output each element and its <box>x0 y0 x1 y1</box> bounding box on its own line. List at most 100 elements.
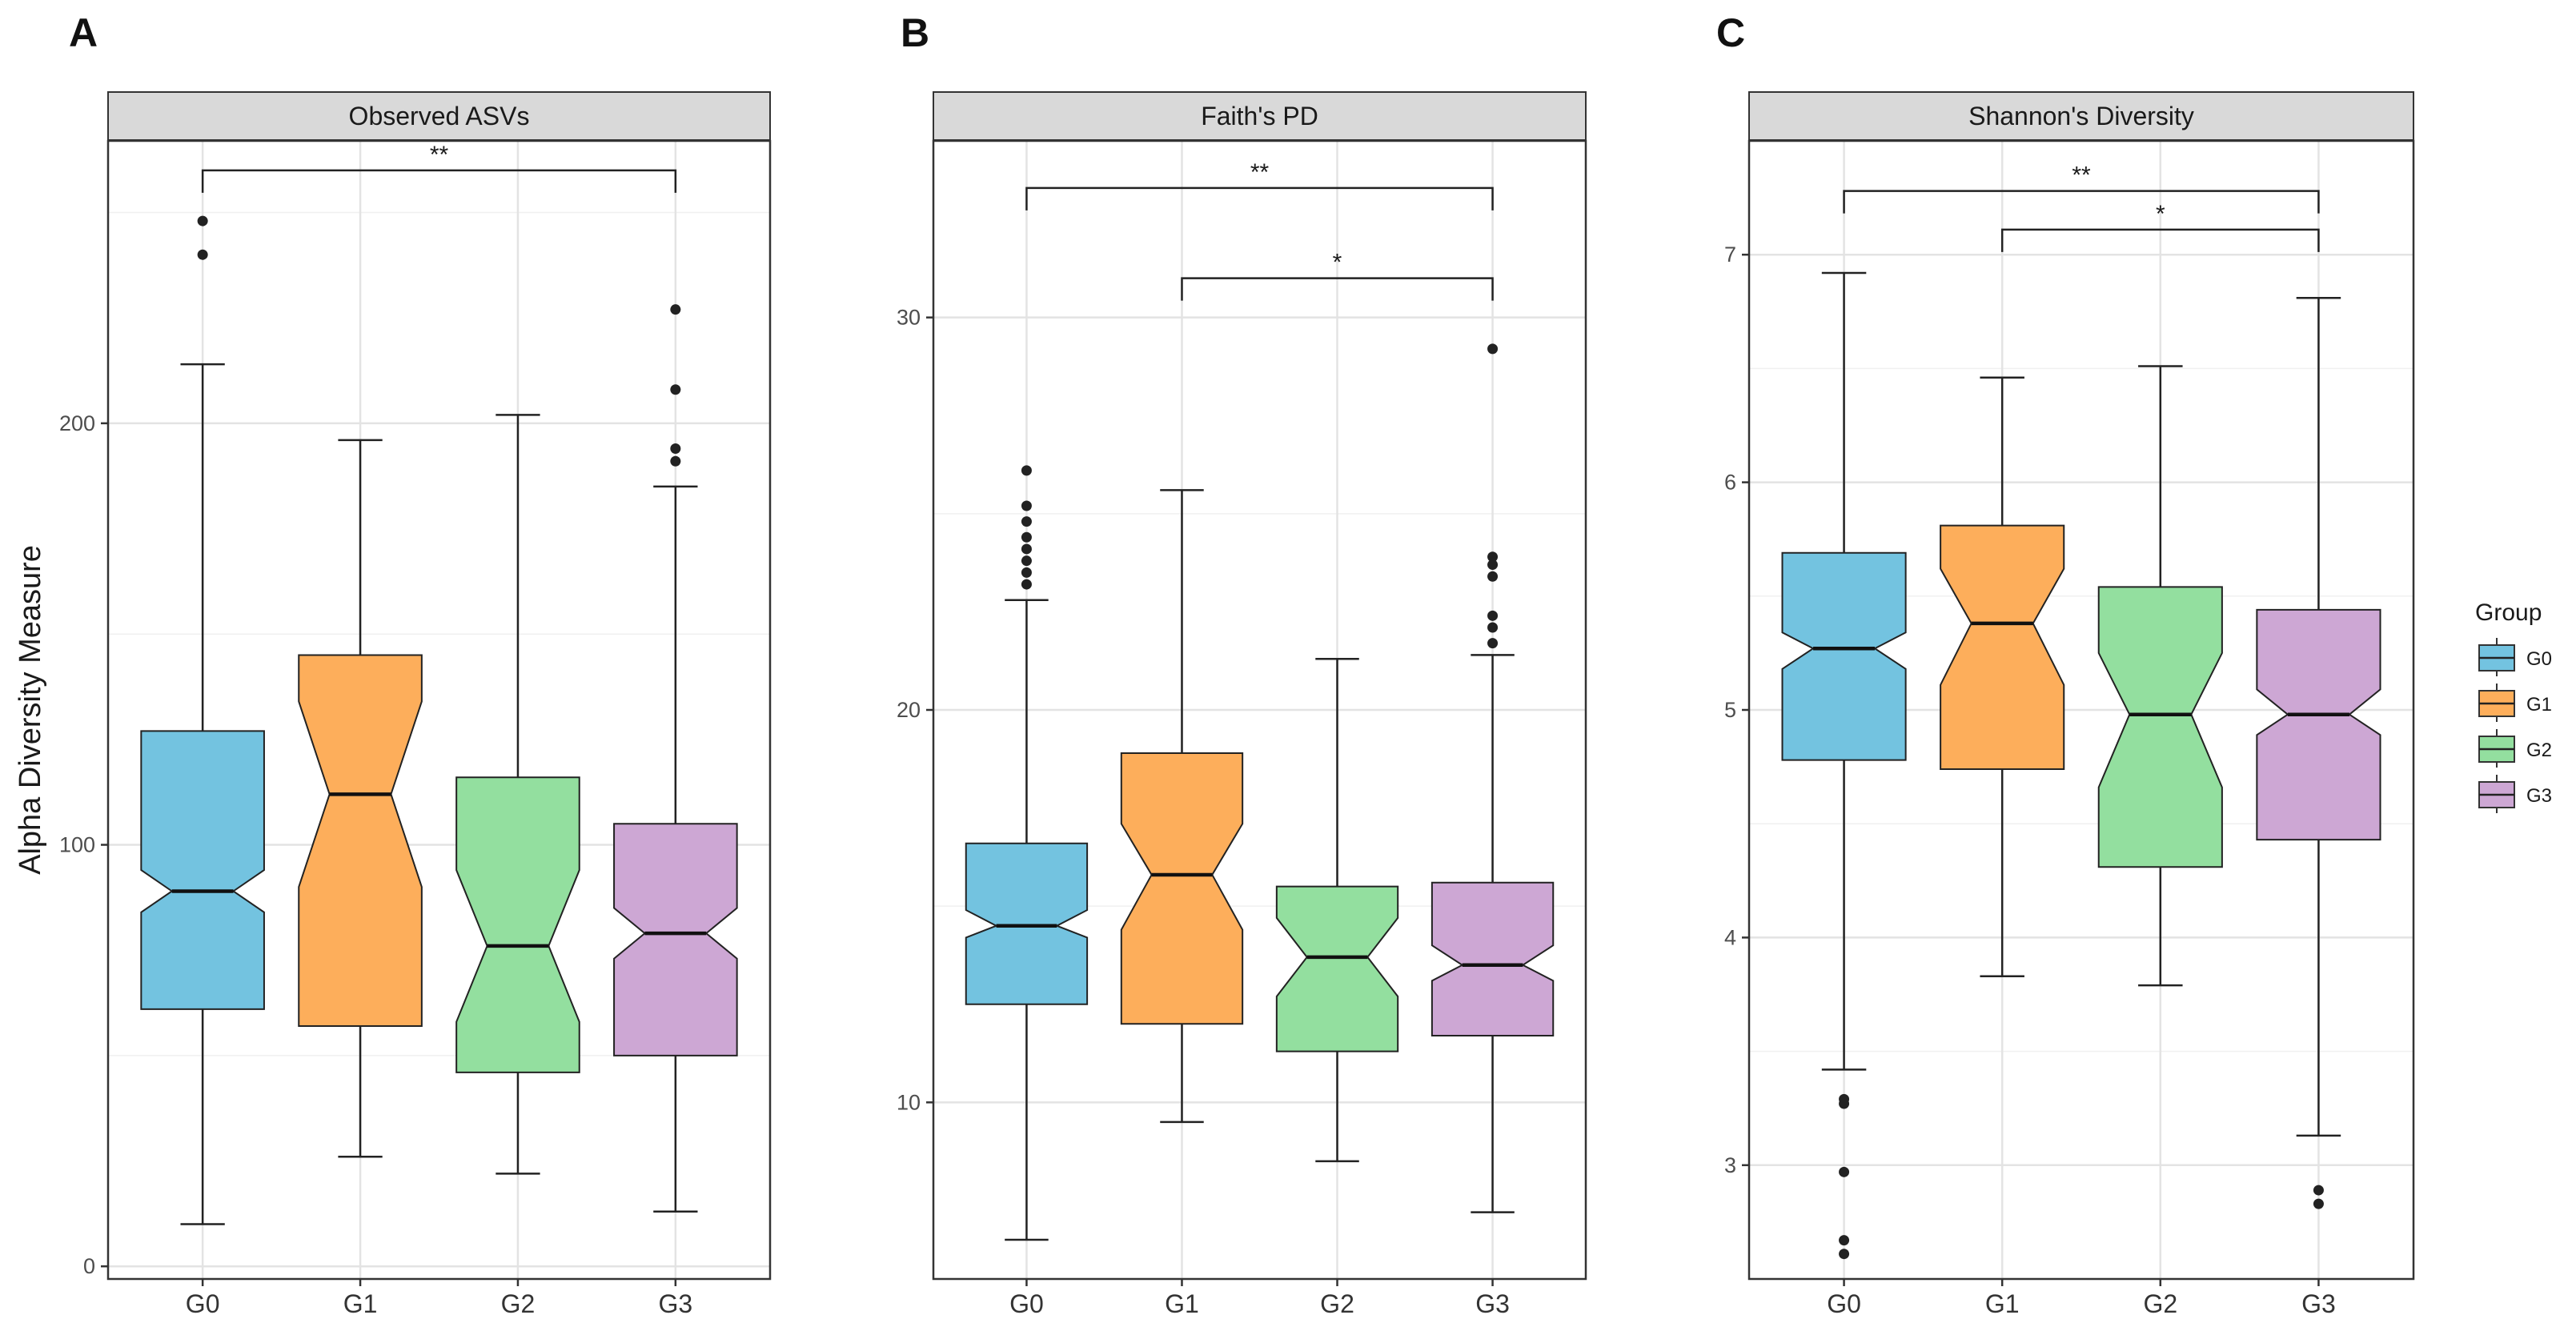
outlier-point <box>1487 622 1499 633</box>
y-tick-label: 7 <box>1724 243 1736 267</box>
box-g0 <box>1781 271 1907 1260</box>
facet-strip <box>933 91 1587 141</box>
box-g0 <box>965 465 1089 1241</box>
box-body <box>140 730 265 1010</box>
legend-item-g0: G0 <box>2478 638 2552 676</box>
box-body <box>298 654 423 1027</box>
box-g3 <box>2256 296 2381 1209</box>
outlier-point <box>1487 571 1499 582</box>
significance-bracket: * <box>2000 201 2320 252</box>
outlier-point <box>1021 543 1032 555</box>
significance-label: ** <box>1250 159 1270 186</box>
y-tick-label: 30 <box>897 306 921 330</box>
box-g2 <box>2097 365 2223 987</box>
outlier-point <box>2313 1185 2324 1196</box>
bracket-line <box>1843 190 2320 214</box>
bracket-line <box>2000 228 2320 252</box>
panel-border <box>106 139 772 1281</box>
significance-bracket: * <box>1181 250 1494 301</box>
x-tick-label: G0 <box>186 1289 220 1318</box>
outlier-point <box>1021 516 1032 527</box>
y-tick-label: 100 <box>59 833 95 857</box>
facet-title: Observed ASVs <box>349 102 530 130</box>
x-tick-label: G3 <box>659 1289 693 1318</box>
outlier-point <box>1021 465 1032 476</box>
facet-title: Faith's PD <box>1201 102 1318 130</box>
legend-label: G0 <box>2526 648 2552 670</box>
y-tick-label: 3 <box>1724 1153 1736 1177</box>
legend-title: Group <box>2475 599 2542 626</box>
outlier-point <box>670 384 681 395</box>
box-body <box>455 776 580 1073</box>
outlier-point <box>1487 638 1499 649</box>
panel-letter: A <box>69 10 98 55</box>
outlier-point <box>1839 1249 1850 1260</box>
outlier-point <box>670 443 681 454</box>
box-g1 <box>1940 376 2065 977</box>
significance-bracket: ** <box>201 142 677 193</box>
outlier-point <box>1839 1166 1850 1177</box>
box-body <box>1430 881 1555 1036</box>
outlier-point <box>670 304 681 315</box>
x-tick-label: G3 <box>1475 1289 1510 1318</box>
x-tick-label: G3 <box>2301 1289 2336 1318</box>
box-g2 <box>1275 658 1399 1163</box>
box-body <box>613 823 738 1056</box>
box-g2 <box>455 414 580 1175</box>
x-tick-label: G2 <box>501 1289 536 1318</box>
panel-a: A Observed ASVs ** 0 100 200 G0 G1 G2 G3 Alpha Div… <box>14 10 772 1318</box>
box-g3 <box>1430 343 1555 1213</box>
significance-label: * <box>1333 250 1342 276</box>
box-body <box>965 842 1089 1005</box>
y-tick-label: 0 <box>83 1254 95 1278</box>
facet-title: Shannon's Diversity <box>1968 102 2194 130</box>
bracket-line <box>201 169 677 193</box>
bracket-line <box>1181 277 1494 301</box>
box-g1 <box>1120 489 1244 1124</box>
outlier-point <box>197 215 208 227</box>
y-tick-label: 200 <box>59 411 95 435</box>
outlier-point <box>1839 1093 1850 1104</box>
outlier-point <box>2313 1198 2324 1209</box>
y-tick-label: 6 <box>1724 471 1736 495</box>
bracket-line <box>1025 186 1494 210</box>
outlier-point <box>197 249 208 260</box>
significance-label: * <box>2156 201 2165 227</box>
box-body <box>1940 524 2065 770</box>
x-tick-label: G1 <box>1985 1289 2020 1318</box>
legend-item-g3: G3 <box>2478 775 2552 813</box>
plot-area <box>108 141 770 1279</box>
outlier-point <box>670 455 681 467</box>
legend-label: G1 <box>2526 694 2552 716</box>
box-body <box>1120 752 1244 1025</box>
box-g1 <box>298 439 423 1158</box>
y-tick-label: 5 <box>1724 698 1736 722</box>
facet-strip <box>107 91 771 141</box>
x-tick-label: G1 <box>1165 1289 1199 1318</box>
x-tick-label: G0 <box>1009 1289 1044 1318</box>
outlier-point <box>1487 551 1499 563</box>
box-g0 <box>140 215 265 1225</box>
x-tick-label: G1 <box>343 1289 378 1318</box>
box-body <box>2256 608 2381 841</box>
outlier-point <box>1021 555 1032 567</box>
outlier-point <box>1021 579 1032 590</box>
outlier-point <box>1487 610 1499 621</box>
outlier-point <box>1021 531 1032 543</box>
facet-strip <box>1748 91 2414 141</box>
y-tick-label: 4 <box>1724 925 1736 949</box>
outlier-point <box>1487 559 1499 571</box>
panel-letter: C <box>1716 10 1745 55</box>
y-tick-label: 10 <box>897 1090 921 1114</box>
significance-bracket: ** <box>1025 159 1494 210</box>
outlier-point <box>1839 1235 1850 1246</box>
x-tick-label: G2 <box>1320 1289 1354 1318</box>
significance-bracket: ** <box>1843 162 2320 214</box>
outlier-point <box>1021 567 1032 578</box>
legend: Group G0 G1 G2 G3 <box>2475 599 2552 813</box>
legend-item-g1: G1 <box>2478 684 2552 722</box>
y-tick-label: 20 <box>897 698 921 722</box>
outlier-point <box>1487 343 1499 355</box>
